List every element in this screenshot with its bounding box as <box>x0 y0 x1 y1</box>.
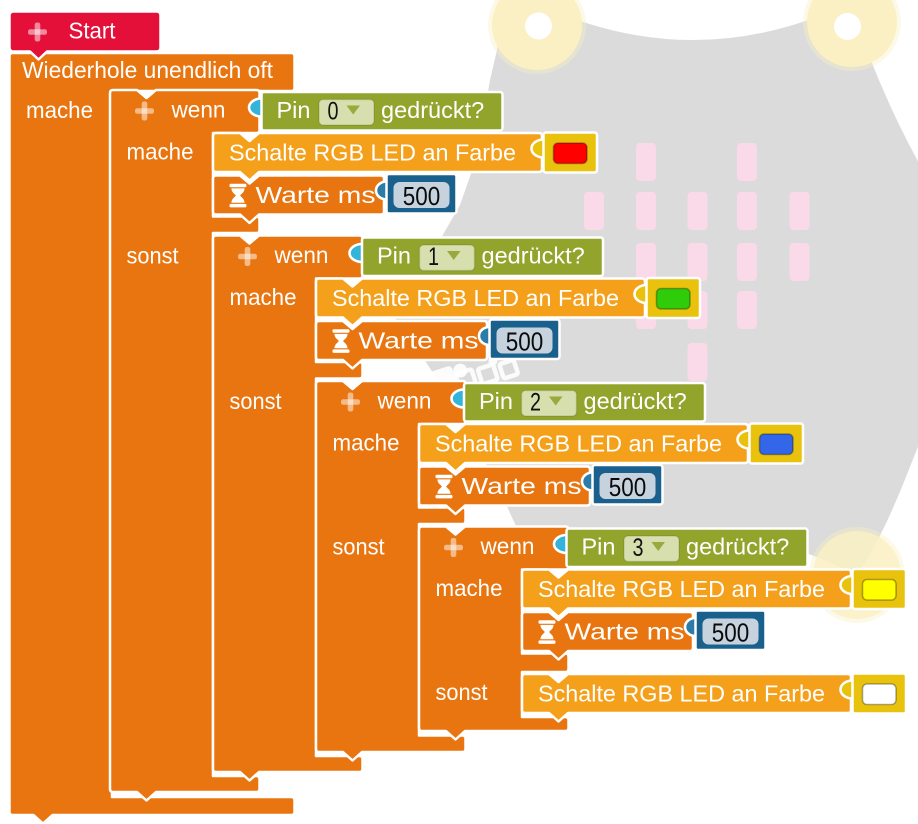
svg-text:Pin: Pin <box>479 388 513 414</box>
svg-text:sonst: sonst <box>127 242 179 268</box>
svg-text:sonst: sonst <box>230 388 282 414</box>
svg-text:Warte ms: Warte ms <box>256 182 376 208</box>
svg-text:2: 2 <box>530 388 541 416</box>
svg-text:gedrückt?: gedrückt? <box>482 243 585 269</box>
svg-text:Wiederhole unendlich oft: Wiederhole unendlich oft <box>22 57 273 83</box>
svg-text:Warte ms: Warte ms <box>359 327 479 353</box>
svg-text:mache: mache <box>127 138 194 164</box>
svg-text:gedrückt?: gedrückt? <box>584 388 687 414</box>
svg-text:Warte ms: Warte ms <box>565 618 685 644</box>
svg-text:Schalte RGB LED an Farbe: Schalte RGB LED an Farbe <box>538 576 825 602</box>
svg-text:1: 1 <box>428 243 439 271</box>
svg-text:Warte ms: Warte ms <box>462 473 582 499</box>
svg-text:wenn: wenn <box>274 242 329 268</box>
svg-text:Pin: Pin <box>377 243 411 269</box>
svg-text:gedrückt?: gedrückt? <box>381 97 484 123</box>
svg-text:mache: mache <box>26 97 93 123</box>
svg-text:Schalte RGB LED an Farbe: Schalte RGB LED an Farbe <box>538 680 825 706</box>
svg-text:mache: mache <box>436 575 503 601</box>
svg-text:3: 3 <box>633 534 644 562</box>
svg-text:Pin: Pin <box>277 97 311 123</box>
svg-text:0: 0 <box>328 97 339 125</box>
svg-text:Pin: Pin <box>582 534 616 560</box>
svg-text:wenn: wenn <box>377 388 432 414</box>
svg-text:sonst: sonst <box>333 533 385 559</box>
svg-text:Schalte RGB LED an Farbe: Schalte RGB LED an Farbe <box>229 139 516 165</box>
svg-text:gedrückt?: gedrückt? <box>686 534 789 560</box>
svg-text:500: 500 <box>506 327 544 357</box>
svg-text:mache: mache <box>230 284 297 310</box>
svg-text:Schalte RGB LED an Farbe: Schalte RGB LED an Farbe <box>332 285 619 311</box>
svg-text:500: 500 <box>403 181 441 211</box>
svg-text:mache: mache <box>333 429 400 455</box>
svg-text:wenn: wenn <box>171 97 226 123</box>
svg-text:500: 500 <box>609 472 647 502</box>
svg-text:500: 500 <box>712 618 750 648</box>
svg-text:Start: Start <box>69 18 116 44</box>
svg-text:sonst: sonst <box>436 679 488 705</box>
svg-text:Schalte RGB LED an Farbe: Schalte RGB LED an Farbe <box>435 430 722 456</box>
svg-text:wenn: wenn <box>480 533 535 559</box>
